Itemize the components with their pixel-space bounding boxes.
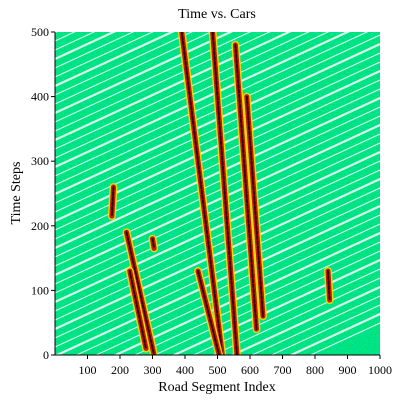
x-tick-label: 1000	[368, 363, 392, 377]
streak-line	[55, 32, 234, 114]
streak-line	[55, 169, 380, 321]
x-tick-label: 800	[306, 363, 324, 377]
streak-line	[55, 32, 135, 69]
streak-line	[55, 160, 380, 312]
y-tick-label: 0	[43, 348, 49, 362]
streak-line	[55, 151, 380, 303]
streak-line	[55, 196, 380, 348]
jam-band	[125, 267, 150, 353]
streak-line	[309, 322, 380, 355]
streak-line	[55, 0, 380, 5]
streak-line	[55, 97, 380, 249]
jam-band	[177, 32, 227, 355]
chart-title: Time vs. Cars	[178, 7, 256, 22]
jam-band	[324, 267, 334, 305]
plot-area	[55, 0, 380, 355]
y-tick-label: 300	[31, 154, 49, 168]
x-tick-label: 200	[111, 363, 129, 377]
jam-band	[208, 32, 241, 355]
y-tick-label: 200	[31, 219, 49, 233]
jam-band	[107, 183, 118, 221]
jam-band	[122, 228, 159, 355]
y-tick-label: 500	[31, 25, 49, 39]
x-tick-label: 600	[241, 363, 259, 377]
y-ticks: 0 100 200 300 400 500	[31, 25, 55, 362]
x-axis-label: Road Segment Index	[158, 380, 275, 395]
jam-band	[231, 40, 261, 334]
streak-line	[55, 142, 380, 294]
x-tick-label: 700	[274, 363, 292, 377]
streak-line	[55, 133, 380, 285]
streak-line	[55, 106, 380, 258]
x-ticks: 100 200 300 400 500 600 700 800 900 1000	[79, 355, 392, 377]
jam-bands	[107, 32, 334, 355]
x-tick-label: 500	[209, 363, 227, 377]
y-axis-label: Time Steps	[9, 162, 24, 225]
streak-line	[55, 187, 380, 339]
x-tick-label: 100	[79, 363, 97, 377]
streak-line	[55, 32, 117, 60]
jam-band	[194, 267, 224, 355]
jam-band	[148, 234, 159, 253]
streak-line	[250, 295, 380, 355]
jam-band	[242, 92, 267, 321]
streak-line	[55, 124, 380, 276]
y-tick-label: 400	[31, 90, 49, 104]
streak-line	[288, 313, 380, 355]
y-tick-label: 100	[31, 283, 49, 297]
x-tick-label: 400	[176, 363, 194, 377]
streak-line	[55, 32, 213, 105]
streak-line	[230, 286, 380, 355]
streak-line	[55, 32, 154, 78]
streak-line	[55, 115, 380, 267]
streak-line	[55, 32, 193, 96]
streak-line	[55, 205, 380, 355]
x-tick-label: 900	[339, 363, 357, 377]
streak-line	[55, 32, 175, 87]
streak-line	[270, 304, 380, 355]
x-tick-label: 300	[144, 363, 162, 377]
streak-line	[55, 178, 380, 330]
